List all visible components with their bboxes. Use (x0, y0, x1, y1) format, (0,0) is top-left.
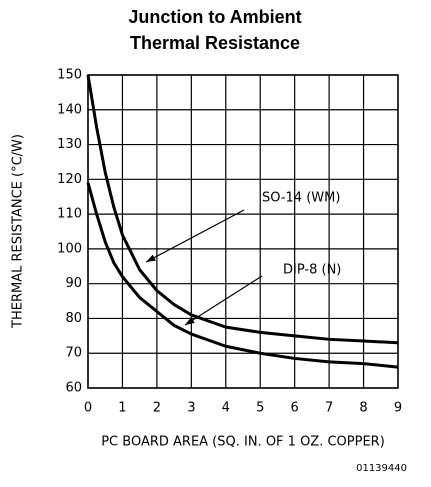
x-tick-label: 1 (118, 401, 126, 416)
y-tick-label: 110 (57, 207, 82, 222)
arrow-head (185, 317, 195, 325)
y-tick-label: 140 (57, 102, 82, 117)
y-tick-label: 120 (57, 172, 82, 187)
x-tick-label: 7 (325, 401, 333, 416)
x-tick-label: 5 (256, 401, 264, 416)
y-tick-label: 80 (65, 311, 82, 326)
y-axis-label: THERMAL RESISTANCE (°C/W) (11, 134, 26, 329)
arrow-line (145, 209, 245, 263)
chart-title: Junction to Ambient (128, 7, 301, 27)
x-tick-label: 8 (359, 401, 367, 416)
chart-title: Thermal Resistance (130, 33, 300, 53)
series-label: DIP-8 (N) (283, 263, 341, 278)
x-tick-label: 6 (291, 401, 299, 416)
x-tick-label: 3 (187, 401, 195, 416)
footnote: 01139440 (356, 463, 407, 474)
arrow-head (146, 254, 156, 262)
y-tick-label: 60 (65, 381, 82, 396)
x-tick-label: 9 (394, 401, 402, 416)
y-tick-label: 100 (57, 241, 82, 256)
y-tick-label: 150 (57, 68, 82, 83)
series-line (86, 74, 399, 345)
y-tick-label: 130 (57, 137, 82, 152)
plot-frame (87, 74, 399, 389)
arrow-line (184, 275, 263, 326)
y-tick-label: 70 (65, 346, 82, 361)
series-label: SO-14 (WM) (262, 191, 340, 206)
series-line (86, 182, 399, 369)
x-tick-label: 2 (153, 401, 161, 416)
x-tick-label: 4 (222, 401, 230, 416)
x-tick-label: 0 (84, 401, 92, 416)
y-tick-label: 90 (65, 276, 82, 291)
x-axis-label: PC BOARD AREA (SQ. IN. OF 1 OZ. COPPER) (101, 435, 385, 450)
